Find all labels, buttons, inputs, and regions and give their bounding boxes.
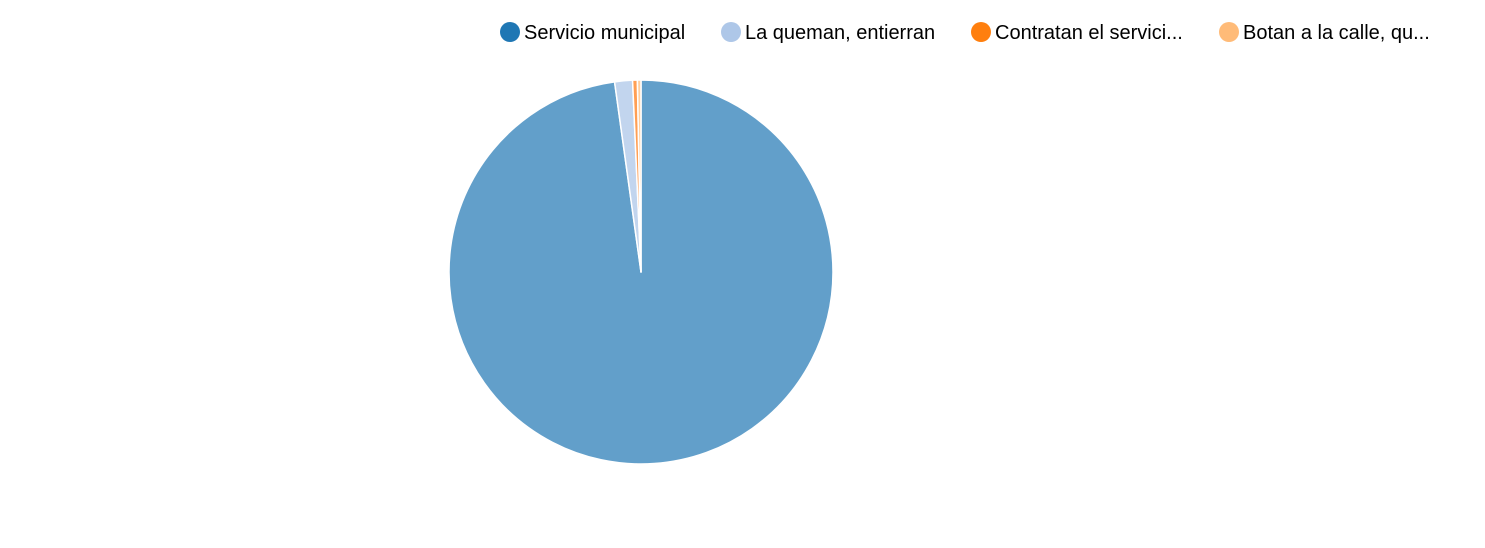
pie-slices: [448, 79, 834, 465]
legend-label-la-queman: La queman, entierran: [745, 22, 935, 44]
legend: Servicio municipal La queman, entierran …: [500, 22, 1430, 44]
legend-marker-la-queman: [721, 22, 741, 42]
legend-label-botan: Botan a la calle, qu...: [1243, 22, 1430, 44]
legend-item-contratan[interactable]: Contratan el servici...: [971, 22, 1183, 44]
legend-item-botan[interactable]: Botan a la calle, qu...: [1219, 22, 1430, 44]
legend-label-contratan: Contratan el servici...: [995, 22, 1183, 44]
legend-marker-contratan: [971, 22, 991, 42]
legend-item-la-queman[interactable]: La queman, entierran: [721, 22, 935, 44]
legend-label-servicio-municipal: Servicio municipal: [524, 22, 685, 44]
pie-slice-3[interactable]: [636, 79, 642, 273]
legend-item-servicio-municipal[interactable]: Servicio municipal: [500, 22, 685, 44]
legend-marker-servicio-municipal: [500, 22, 520, 42]
legend-marker-botan: [1219, 22, 1239, 42]
